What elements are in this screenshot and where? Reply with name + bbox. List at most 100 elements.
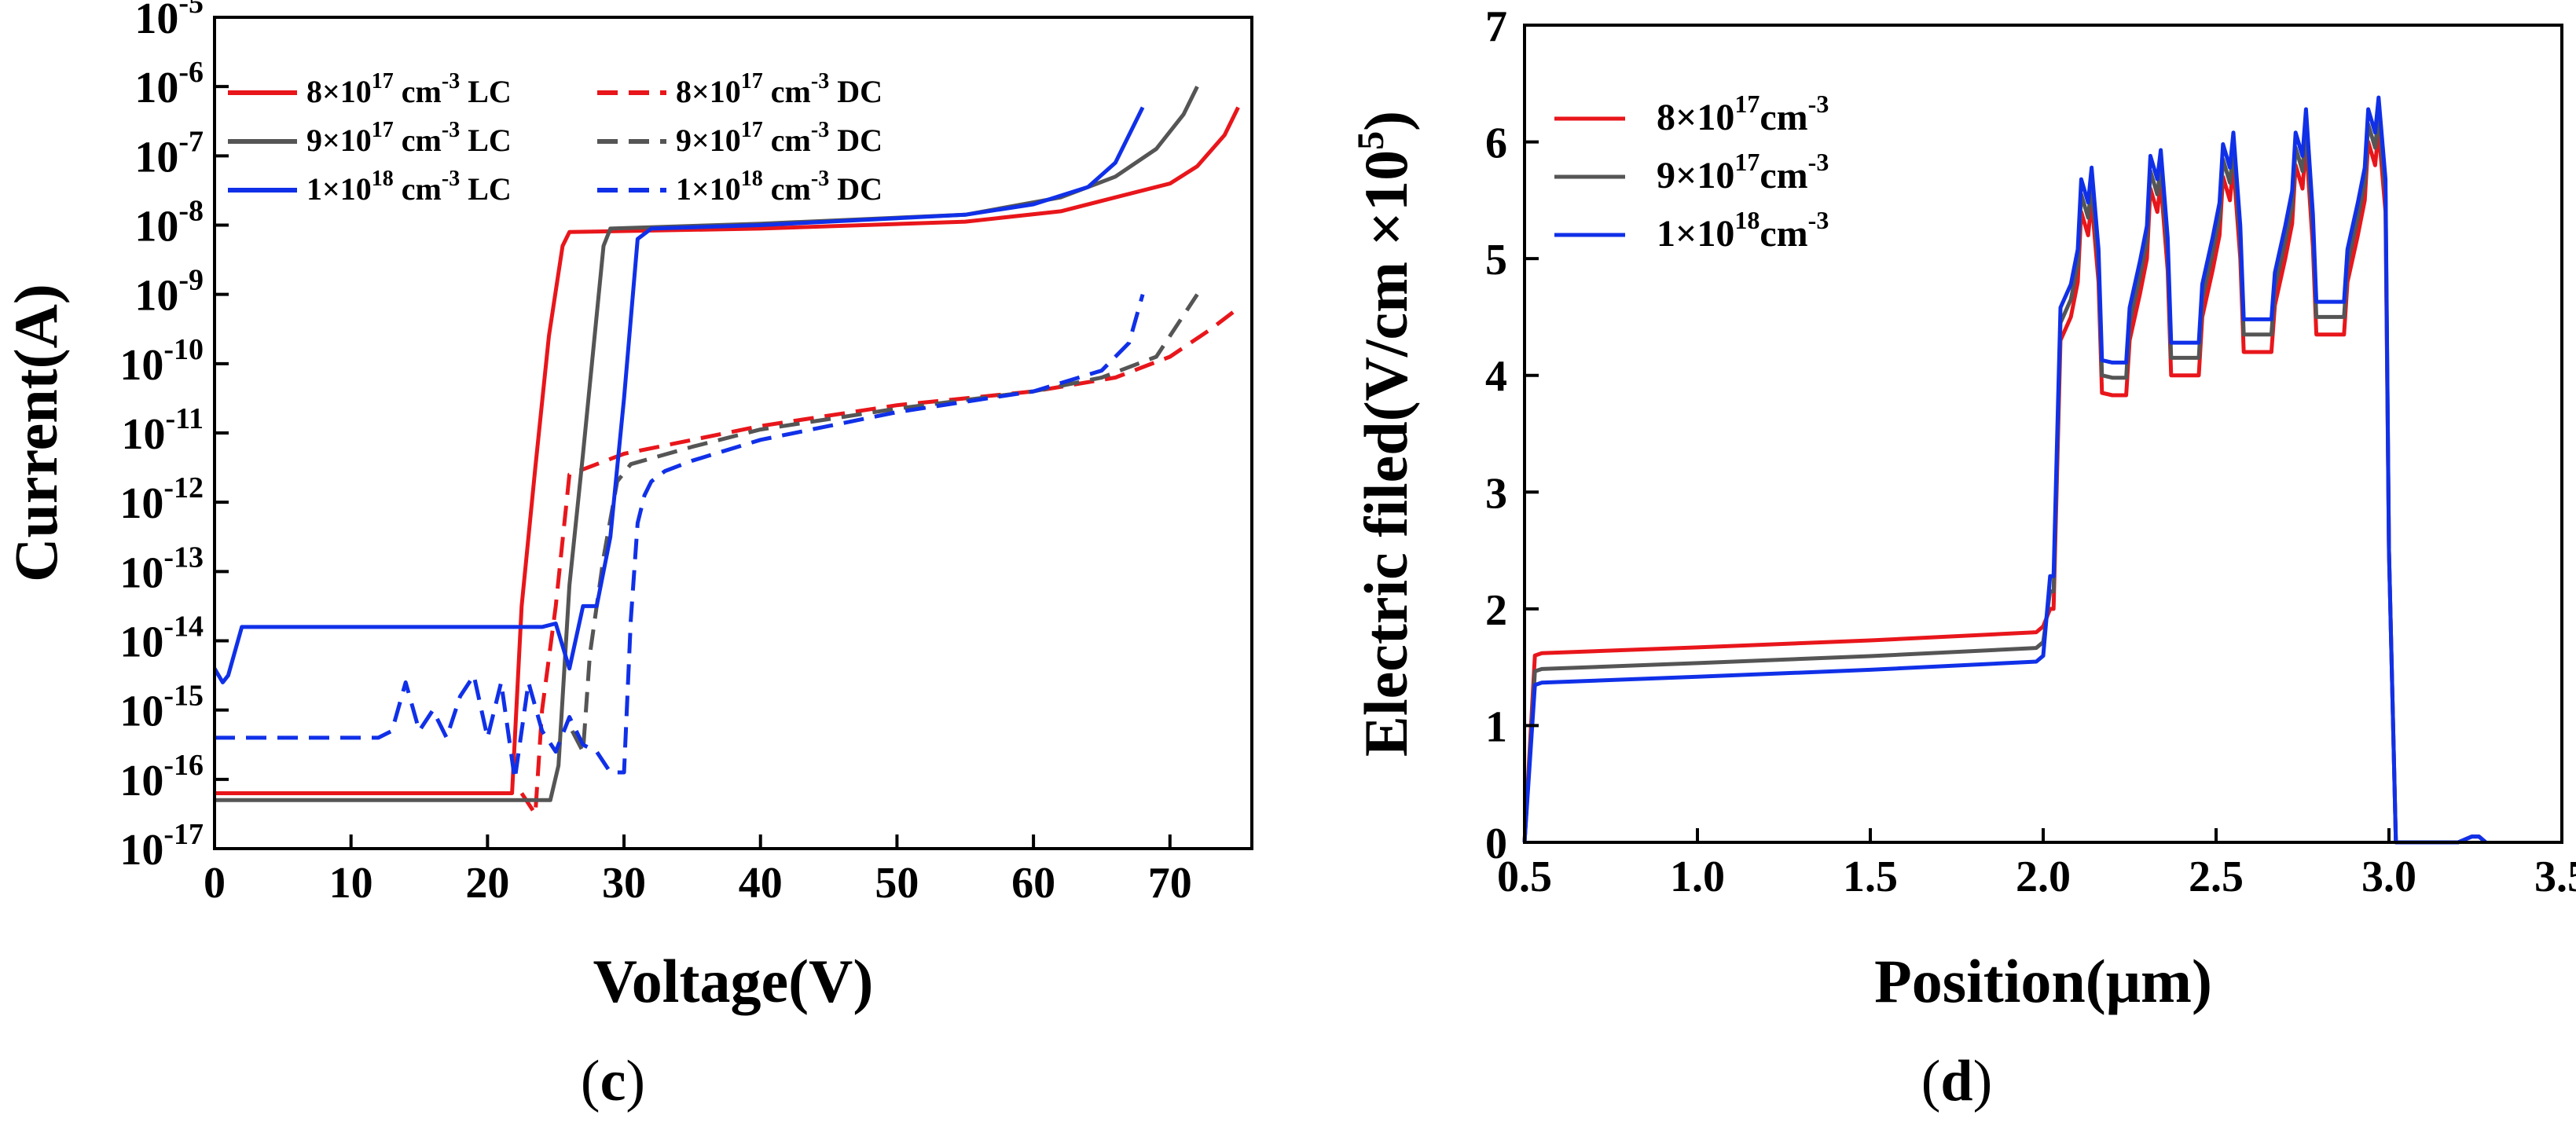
- legend-name-exp: 18: [1734, 206, 1760, 234]
- panel-c-y-tick-label: 10-7: [134, 125, 204, 182]
- panel-c-y-tick-exp: -15: [163, 680, 204, 713]
- legend-name-unit: cm: [394, 171, 442, 207]
- legend-name-base: 8×10: [306, 74, 372, 109]
- legend-name-exp: 17: [1734, 148, 1760, 176]
- legend-name-unit: cm: [763, 123, 811, 158]
- panel-c-series-line-4: [212, 106, 1145, 684]
- legend-name-exp: 17: [372, 69, 394, 94]
- panel-c-y-tick-base: 10: [134, 133, 178, 182]
- panel-c-y-tick-label: 10-9: [134, 264, 204, 321]
- panel-c-x-ticks: 0 10 20 30 40 50 60 70: [204, 834, 1192, 908]
- panel-c-y-tick-base: 10: [119, 688, 163, 736]
- panel-c-x-tick-label: 10: [329, 859, 373, 908]
- legend-name-exp: 17: [741, 118, 763, 142]
- panel-c-y-tick-exp: -7: [178, 125, 204, 158]
- legend-name-unit: cm: [1760, 213, 1807, 255]
- panel-c-legend-label: 8×1017 cm-3 DC: [676, 69, 883, 109]
- legend-name-unit-exp: -3: [442, 118, 460, 142]
- panel-c-series-group: [212, 86, 1240, 816]
- legend-name-unit: cm: [394, 74, 442, 109]
- panel-c-series-line-3: [570, 293, 1199, 754]
- panel-d-y-axis-title-suffix: ): [1352, 111, 1420, 131]
- panel-d-x-tick-label: 2.5: [2189, 853, 2244, 901]
- panel-c-chart: 0 10 20 30 40 50 60 70 10-1710-1610-1510-1410-1…: [2, 0, 1253, 1113]
- legend-name-exp: 17: [741, 69, 763, 94]
- panel-c-y-tick-base: 10: [134, 0, 178, 43]
- legend-name-exp: 17: [372, 118, 394, 142]
- panel-c-y-tick-label: 10-10: [119, 333, 204, 390]
- panel-d-x-tick-label: 1.0: [1670, 853, 1725, 901]
- panel-d-y-tick-label: 3: [1485, 469, 1507, 518]
- panel-c-y-tick-base: 10: [134, 272, 178, 321]
- panel-c-legend-label: 1×1018 cm-3 LC: [306, 167, 512, 207]
- panel-c-y-tick-label: 10-15: [119, 680, 204, 736]
- panel-d-series-line-2: [1522, 95, 2487, 845]
- panel-c-y-tick-base: 10: [134, 64, 178, 112]
- legend-name-base: 1×10: [676, 171, 741, 207]
- panel-c-y-tick-base: 10: [119, 618, 163, 667]
- panel-d-legend-label: 1×1018cm-3: [1657, 206, 1829, 255]
- panel-c-y-tick-exp: -6: [178, 56, 204, 89]
- legend-name-unit: cm: [394, 123, 442, 158]
- panel-c-legend: 8×1017 cm-3 LC 8×1017 cm-3 DC9×1017 cm-3 …: [228, 69, 883, 207]
- panel-d-series-group: [1522, 95, 2487, 845]
- legend-name-suffix: DC: [829, 74, 883, 109]
- panel-c-x-tick-label: 40: [739, 859, 783, 908]
- panel-c-series-line-1: [519, 306, 1240, 816]
- legend-name-suffix: LC: [460, 171, 512, 207]
- panel-c-series-line-0: [215, 106, 1240, 795]
- panel-c-y-tick-label: 10-11: [121, 402, 204, 459]
- panel-d-x-tick-label: 2.0: [2016, 853, 2071, 901]
- legend-name-unit-exp: -3: [811, 167, 829, 191]
- panel-d-label: (d): [1921, 1049, 1992, 1113]
- legend-name-base: 9×10: [1657, 155, 1734, 196]
- panel-d-label-letter: d: [1940, 1049, 1972, 1113]
- panel-c-label: (c): [581, 1049, 645, 1113]
- legend-name-unit: cm: [1760, 155, 1807, 196]
- panel-c-y-tick-base: 10: [119, 548, 163, 597]
- panel-d-y-tick-label: 0: [1485, 820, 1507, 868]
- panel-c-y-tick-base: 10: [121, 410, 165, 459]
- panel-c-legend-label: 1×1018 cm-3 DC: [676, 167, 883, 207]
- panel-c-y-tick-base: 10: [119, 479, 163, 528]
- panel-c-y-tick-exp: -16: [163, 749, 204, 782]
- panel-c-y-ticks: 10-1710-1610-1510-1410-1310-1210-1110-10…: [119, 0, 229, 875]
- panel-c-x-tick-label: 50: [875, 859, 919, 908]
- panel-c-x-axis-title: Voltage(V): [593, 947, 874, 1015]
- panel-c-y-tick-label: 10-17: [119, 818, 204, 875]
- legend-name-exp: 18: [372, 167, 394, 191]
- panel-d-y-axis-title-prefix: Electric filed(V/cm ×10: [1352, 150, 1420, 757]
- legend-name-exp: 18: [741, 167, 763, 191]
- panel-c-y-tick-exp: -12: [163, 471, 204, 504]
- legend-name-suffix: DC: [829, 123, 883, 158]
- panel-c-y-tick-exp: -13: [163, 541, 204, 574]
- panel-c-y-tick-exp: -11: [165, 402, 204, 435]
- panel-d-x-tick-label: 3.0: [2361, 853, 2416, 901]
- panel-c-x-tick-label: 60: [1011, 859, 1055, 908]
- panel-c-y-tick-exp: -9: [178, 264, 204, 297]
- legend-name-base: 1×10: [1657, 213, 1734, 255]
- legend-name-base: 9×10: [306, 123, 372, 158]
- legend-name-unit-exp: -3: [1808, 90, 1829, 118]
- panel-d-legend-label: 8×1017cm-3: [1657, 90, 1829, 138]
- panel-c-x-tick-label: 20: [465, 859, 509, 908]
- panel-c-y-tick-exp: -5: [178, 0, 204, 20]
- legend-name-suffix: LC: [460, 74, 512, 109]
- legend-name-base: 8×10: [1657, 97, 1734, 138]
- panel-d-y-tick-label: 4: [1485, 353, 1507, 402]
- legend-name-unit: cm: [763, 74, 811, 109]
- panel-c-y-tick-exp: -10: [163, 333, 204, 366]
- legend-name-unit: cm: [1760, 97, 1807, 138]
- panel-d-y-ticks: 0 1 2 3 4 5 6 7: [1485, 2, 1539, 868]
- panel-d-legend: 8×1017cm-39×1017cm-31×1018cm-3: [1554, 90, 1829, 255]
- panel-c-legend-label: 8×1017 cm-3 LC: [306, 69, 512, 109]
- panel-c-y-tick-exp: -14: [163, 611, 204, 644]
- panel-d-y-axis-title: Electric filed(V/cm ×105): [1350, 111, 1420, 757]
- legend-name-unit-exp: -3: [811, 118, 829, 142]
- panel-c-y-tick-label: 10-8: [134, 195, 204, 251]
- panel-c-y-tick-exp: -17: [163, 818, 204, 851]
- panel-d-x-tick-label: 1.5: [1843, 853, 1898, 901]
- panel-d-legend-label: 9×1017cm-3: [1657, 148, 1829, 196]
- panel-d-y-axis-title-exp: 5: [1350, 131, 1392, 150]
- panel-d-x-tick-label: 0.5: [1497, 853, 1552, 901]
